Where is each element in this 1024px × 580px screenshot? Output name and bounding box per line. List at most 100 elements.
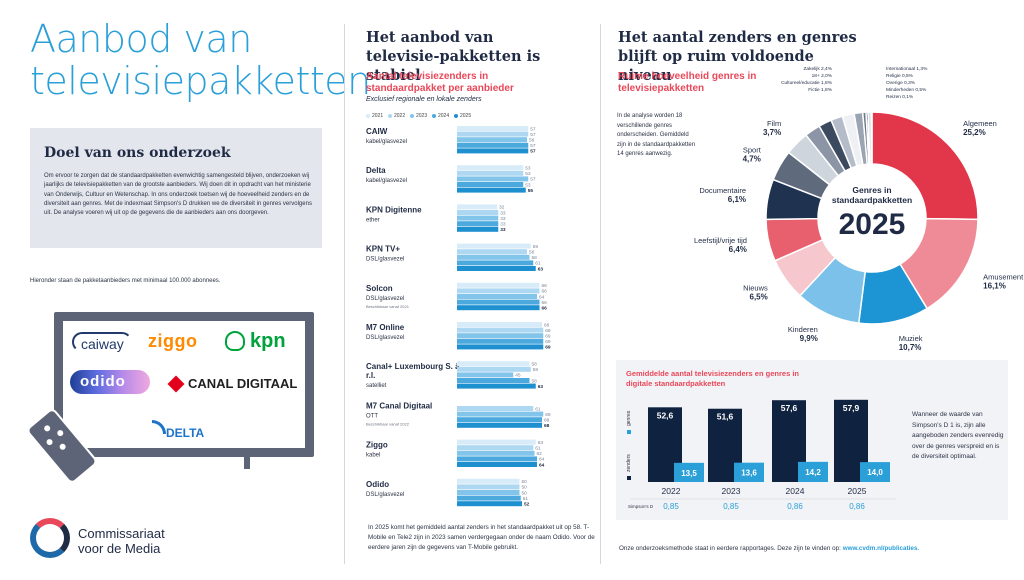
providers-intro: Hieronder staan de pakketaanbieders met …: [30, 278, 221, 284]
delta-logo: DELTA: [166, 426, 205, 440]
average-chart-title: Gemiddelde aantal televisiezenders en ge…: [626, 369, 799, 388]
bar-2025: [457, 305, 540, 311]
pie-label: Reizen 0,1%: [886, 94, 914, 100]
bar-genres: [860, 462, 890, 482]
bar-genres: [674, 462, 704, 482]
caiway-logo: caiway: [81, 336, 124, 352]
bar-2024: [457, 182, 524, 187]
bar-value: 66: [542, 289, 548, 295]
legend-label: 2025: [460, 113, 472, 119]
pie-slice-algemeen: [871, 111, 979, 221]
bar-value: 64: [539, 294, 545, 300]
provider-technology: ether: [366, 217, 380, 223]
bar-value: 50: [522, 485, 528, 491]
pie-label: Amusement: [983, 272, 1024, 281]
bar-value: 57: [530, 149, 536, 155]
legend-swatch: [432, 114, 436, 118]
bar-2023: [457, 137, 527, 143]
bar-genres: [734, 462, 764, 482]
bar-2023: [457, 254, 530, 260]
donut-center-label: Genres in standaardpakketten: [831, 185, 913, 205]
provider-technology: satelliet: [366, 383, 387, 389]
bar-value: 59: [533, 367, 539, 373]
bar-value: 55: [528, 188, 534, 194]
provider-note: Beschikbaar vanaf 2022: [366, 421, 410, 426]
bar-2022: [457, 131, 529, 137]
bar-2021: [457, 126, 529, 131]
bar-value: 56: [529, 138, 535, 144]
bar-value: 69: [545, 412, 551, 418]
pie-label: Cultureel/educatie 1,8%: [781, 80, 833, 86]
pie-label: Fictie 1,8%: [808, 87, 832, 93]
canal-digitaal-logo: CANAL DIGITAAL: [188, 376, 298, 391]
bar-value: 68: [544, 423, 550, 429]
provider-name-cont: r.l.: [366, 371, 375, 380]
bar-genres: [798, 461, 828, 482]
provider-technology: DSL/glasvezel: [366, 296, 404, 302]
provider-technology: DSL/glasvezel: [366, 257, 404, 263]
bar-2025: [457, 462, 537, 467]
bar-2022: [457, 327, 544, 333]
bar-2021: [457, 361, 530, 367]
bar-2023: [457, 294, 537, 299]
remote-button-icon: [42, 424, 52, 433]
col2-footer: In 2025 komt het gemiddeld aantal zender…: [368, 524, 595, 551]
pie-label: Overige 0,3%: [886, 80, 916, 86]
bar-genres-label: 14,2: [805, 468, 821, 477]
pie-label: Documentaire: [699, 186, 746, 195]
bar-value: 58: [532, 255, 538, 261]
pie-value: 4,7%: [743, 155, 761, 164]
provider-technology: DSL/glasvezel: [366, 492, 404, 498]
bar-2022: [457, 484, 520, 490]
x-tick-label: 2022: [662, 486, 681, 496]
publications-link[interactable]: www.cvdm.nl/publicaties.: [842, 545, 920, 552]
bar-value: 64: [539, 462, 545, 468]
bar-value: 33: [500, 222, 506, 228]
bar-2022: [457, 249, 527, 255]
bar-value: 64: [539, 457, 545, 463]
caiway-logo-mark: [72, 332, 132, 352]
provider-name: Solcon: [366, 284, 393, 293]
bar-2024: [457, 299, 540, 305]
bar-2023: [457, 176, 529, 182]
pie-value: 10,7%: [899, 343, 922, 352]
pie-label: Religie 0,5%: [886, 73, 914, 79]
bar-value: 57: [530, 132, 536, 138]
bar-value: 61: [535, 446, 541, 452]
legend-swatch: [627, 476, 631, 480]
provider-bar-chart: CAIWkabel/glasvezel5757565757Deltakabel/…: [366, 126, 551, 508]
pie-slice-reizen: [870, 111, 873, 165]
bar-value: 51: [523, 496, 529, 502]
average-bar-chart: genreszenders52,613,520220,8551,613,6202…: [626, 399, 896, 511]
pie-label: 18+ 2,0%: [812, 73, 833, 79]
bar-2021: [457, 282, 540, 288]
provider-name: CAIW: [366, 127, 388, 136]
bar-value: 32: [499, 205, 505, 211]
bar-value: 33: [500, 210, 506, 216]
organisation-name-line1: Commissariaat: [78, 526, 165, 541]
col3-subheading: Ruime hoeveelheid genres in televisiepak…: [618, 71, 757, 94]
bar-value: 53: [525, 182, 531, 188]
provider-name: KPN TV+: [366, 245, 400, 254]
bar-value: 53: [525, 171, 531, 177]
pie-label: Algemeen: [963, 119, 997, 128]
bar-value: 66: [542, 306, 548, 312]
bar-value: 33: [500, 216, 506, 222]
bar-2021: [457, 165, 524, 171]
bar-value: 59: [533, 244, 539, 250]
pie-value: 6,5%: [750, 292, 768, 301]
provider-name: Odido: [366, 480, 389, 489]
cvdm-logo-icon: [30, 518, 70, 558]
bar-genres-label: 13,5: [681, 469, 697, 478]
bar-2024: [457, 221, 499, 227]
bar-2024: [457, 378, 530, 383]
col3-footer: Onze onderzoeksmethode staat in eerdere …: [619, 545, 919, 552]
x-tick-label: 2023: [722, 486, 741, 496]
bar-value: 61: [535, 261, 541, 267]
bar-2025: [457, 422, 542, 428]
provider-technology: DSL/glasvezel: [366, 335, 404, 341]
provider-name: Ziggo: [366, 441, 388, 450]
organisation-name-line2: voor de Media: [78, 541, 161, 556]
bar-value: 69: [545, 345, 551, 351]
